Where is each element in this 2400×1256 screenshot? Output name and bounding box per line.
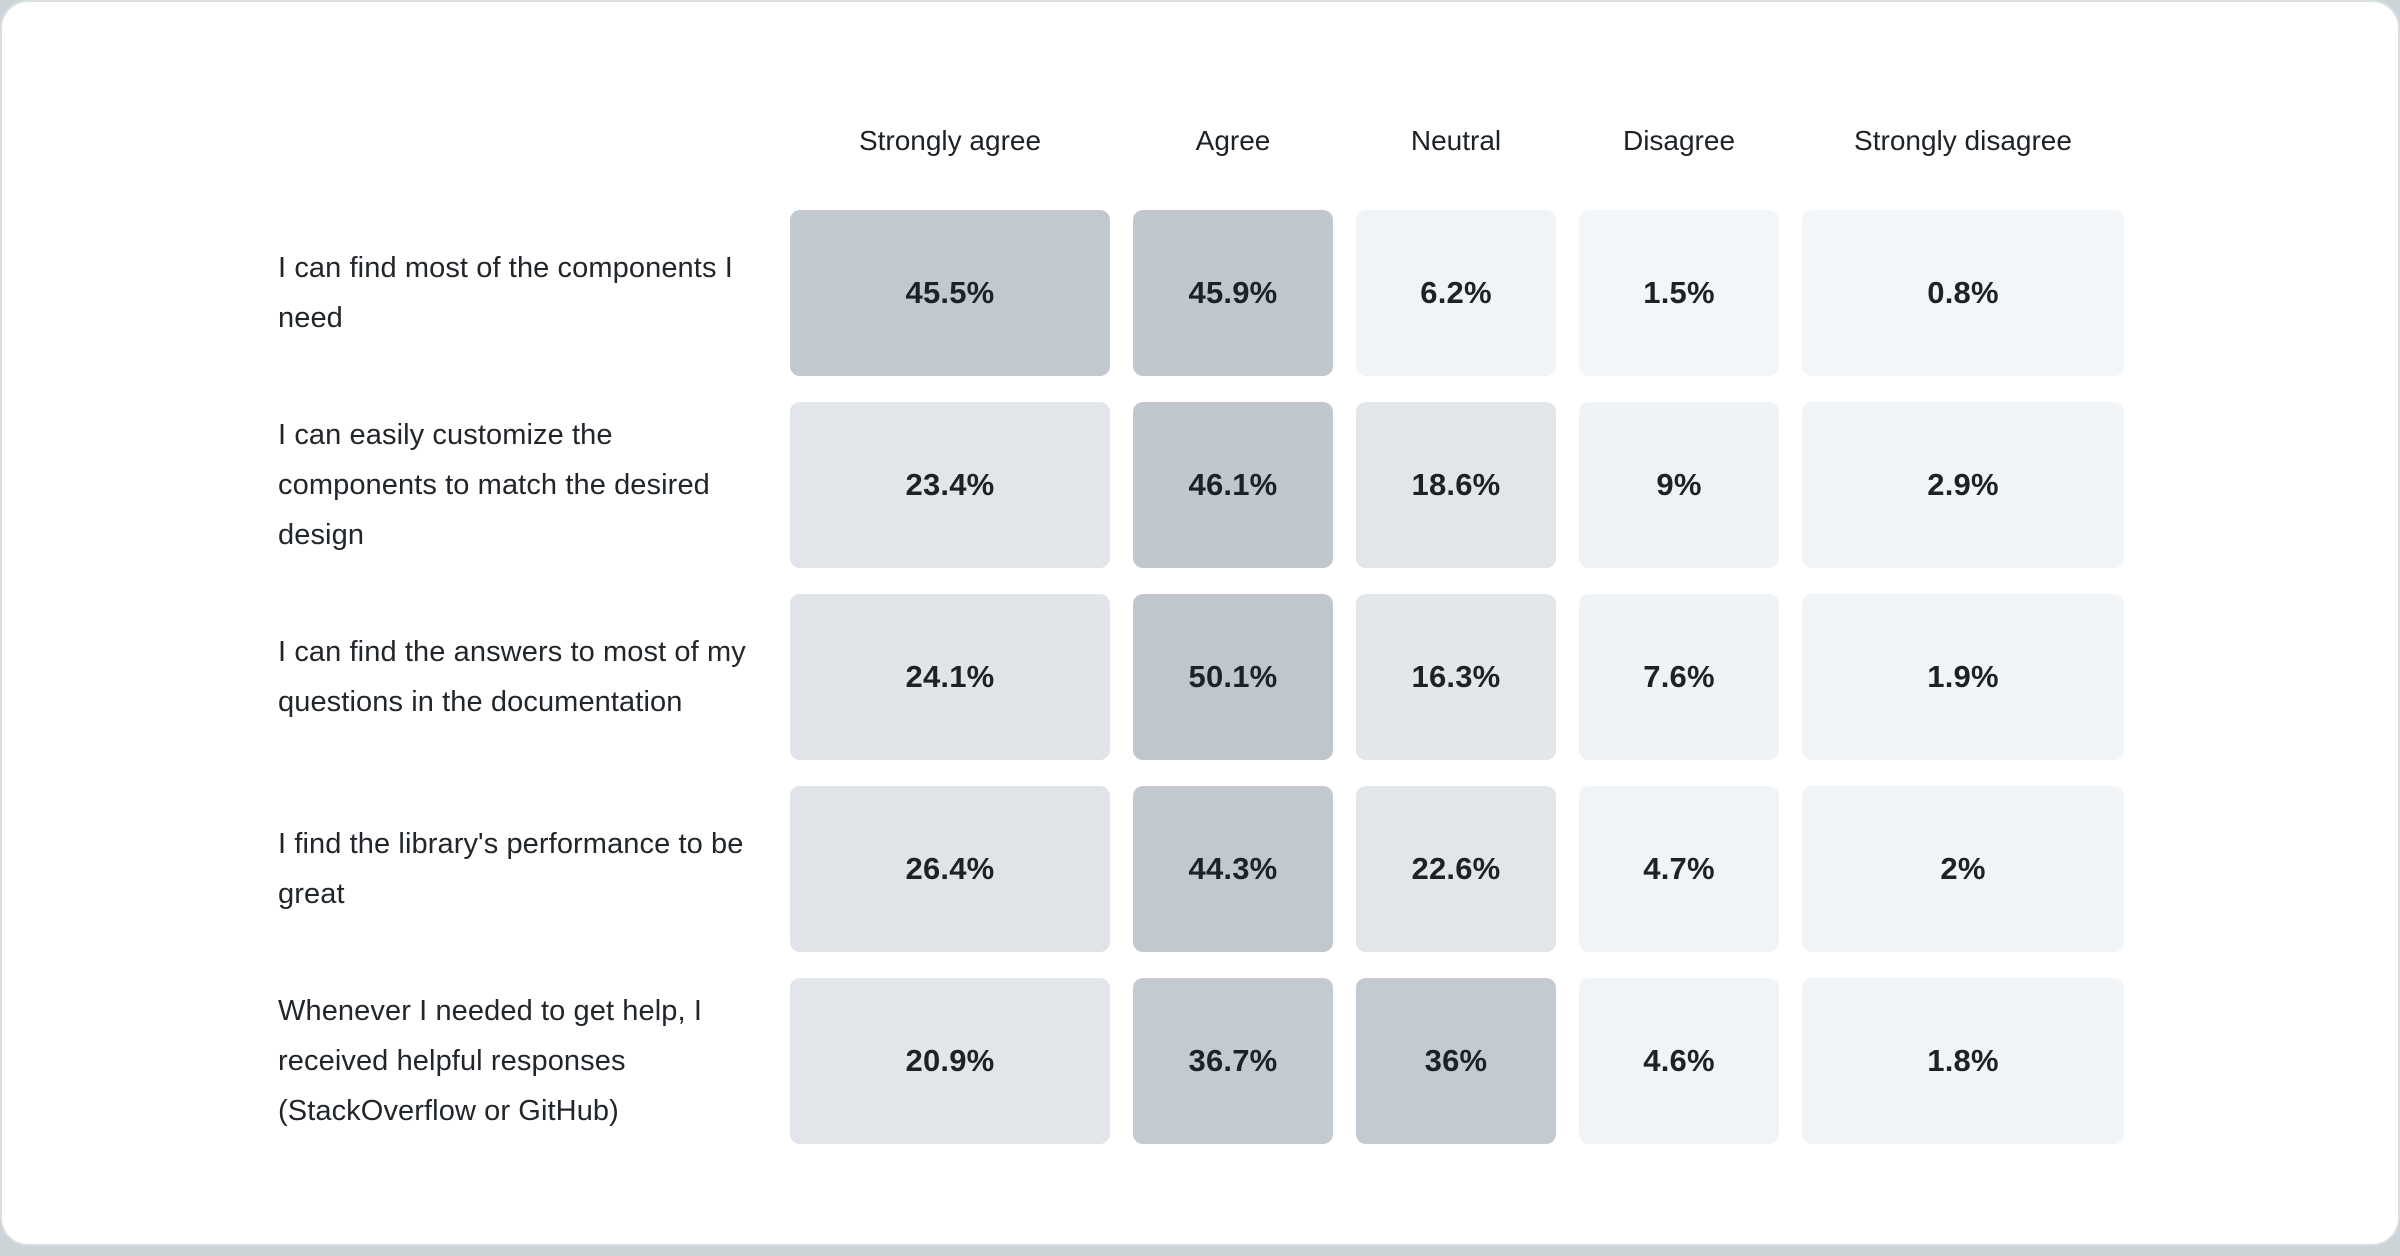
- table-row: I can find most of the components I need…: [0, 210, 2124, 376]
- heatmap-rows: I can find most of the components I need…: [0, 210, 2124, 1144]
- heatmap-cell: 36.7%: [1133, 978, 1333, 1144]
- cell-value: 44.3%: [1188, 851, 1278, 886]
- heatmap-cell: 6.2%: [1356, 210, 1556, 376]
- cell-value: 1.5%: [1643, 275, 1715, 310]
- cell-value: 0.8%: [1927, 275, 1999, 310]
- cell-value: 50.1%: [1188, 659, 1278, 694]
- row-label-cell: Whenever I needed to get help, I receive…: [0, 978, 767, 1144]
- cell-value: 6.2%: [1420, 275, 1492, 310]
- heatmap-cell: 9%: [1579, 402, 1779, 568]
- heatmap-cell: 16.3%: [1356, 594, 1556, 760]
- cell-value: 36.7%: [1188, 1043, 1278, 1078]
- heatmap-cell: 36%: [1356, 978, 1556, 1144]
- cell-value: 16.3%: [1411, 659, 1501, 694]
- cell-value: 24.1%: [905, 659, 995, 694]
- heatmap-cell: 26.4%: [790, 786, 1110, 952]
- cell-value: 45.9%: [1188, 275, 1278, 310]
- heatmap-cell: 50.1%: [1133, 594, 1333, 760]
- heatmap-cell: 1.9%: [1802, 594, 2124, 760]
- cell-value: 4.6%: [1643, 1043, 1715, 1078]
- cell-value: 1.9%: [1927, 659, 1999, 694]
- column-header-disagree: Disagree: [1622, 125, 1736, 156]
- cell-value: 23.4%: [905, 467, 995, 502]
- heatmap-cell: 45.9%: [1133, 210, 1333, 376]
- row-label: I can easily customize the components to…: [278, 419, 710, 551]
- row-label-cell: I can find the answers to most of my que…: [0, 594, 767, 760]
- column-header-neutral: Neutral: [1410, 125, 1502, 156]
- heatmap-cell: 46.1%: [1133, 402, 1333, 568]
- cell-value: 9%: [1656, 467, 1702, 502]
- heatmap-cell: 24.1%: [790, 594, 1110, 760]
- row-label-cell: I find the library's performance to be g…: [0, 786, 767, 952]
- cell-value: 36%: [1424, 1043, 1488, 1078]
- heatmap-cell: 4.7%: [1579, 786, 1779, 952]
- heatmap-cell: 4.6%: [1579, 978, 1779, 1144]
- heatmap-cell: 44.3%: [1133, 786, 1333, 952]
- table-row: I can find the answers to most of my que…: [0, 594, 2124, 760]
- heatmap-cell: 2%: [1802, 786, 2124, 952]
- survey-heatmap: Strongly agree Agree Neutral Disagree Strong…: [0, 0, 2124, 1144]
- cell-value: 18.6%: [1411, 467, 1501, 502]
- row-label: I find the library's performance to be g…: [278, 828, 744, 910]
- cell-value: 2%: [1940, 851, 1986, 886]
- heatmap-cell: 22.6%: [1356, 786, 1556, 952]
- cell-value: 2.9%: [1927, 467, 1999, 502]
- heatmap-cell: 18.6%: [1356, 402, 1556, 568]
- table-row: I find the library's performance to be g…: [0, 786, 2124, 952]
- row-label: I can find most of the components I need: [278, 252, 733, 334]
- column-header-agree: Agree: [1195, 125, 1271, 156]
- cell-value: 20.9%: [905, 1043, 995, 1078]
- column-header-row: Strongly agree Agree Neutral Disagree Strong…: [0, 0, 2124, 210]
- cell-value: 7.6%: [1643, 659, 1715, 694]
- row-label-cell: I can easily customize the components to…: [0, 402, 767, 568]
- table-row: Whenever I needed to get help, I receive…: [0, 978, 2124, 1144]
- heatmap-cell: 1.5%: [1579, 210, 1779, 376]
- heatmap-cell: 2.9%: [1802, 402, 2124, 568]
- cell-value: 4.7%: [1643, 851, 1715, 886]
- cell-value: 1.8%: [1927, 1043, 1999, 1078]
- cell-value: 22.6%: [1411, 851, 1501, 886]
- heatmap-cell: 45.5%: [790, 210, 1110, 376]
- heatmap-cell: 0.8%: [1802, 210, 2124, 376]
- heatmap-cell: 7.6%: [1579, 594, 1779, 760]
- row-label: Whenever I needed to get help, I receive…: [278, 995, 702, 1127]
- heatmap-cell: 1.8%: [1802, 978, 2124, 1144]
- heatmap-cell: 23.4%: [790, 402, 1110, 568]
- cell-value: 46.1%: [1188, 467, 1278, 502]
- table-row: I can easily customize the components to…: [0, 402, 2124, 568]
- cell-value: 26.4%: [905, 851, 995, 886]
- row-label: I can find the answers to most of my que…: [278, 636, 746, 718]
- heatmap-cell: 20.9%: [790, 978, 1110, 1144]
- column-header-strongly-disagree: Strongly disagree: [1854, 125, 2072, 156]
- column-header-strongly-agree: Strongly agree: [858, 125, 1042, 156]
- row-label-cell: I can find most of the components I need: [0, 210, 767, 376]
- cell-value: 45.5%: [905, 275, 995, 310]
